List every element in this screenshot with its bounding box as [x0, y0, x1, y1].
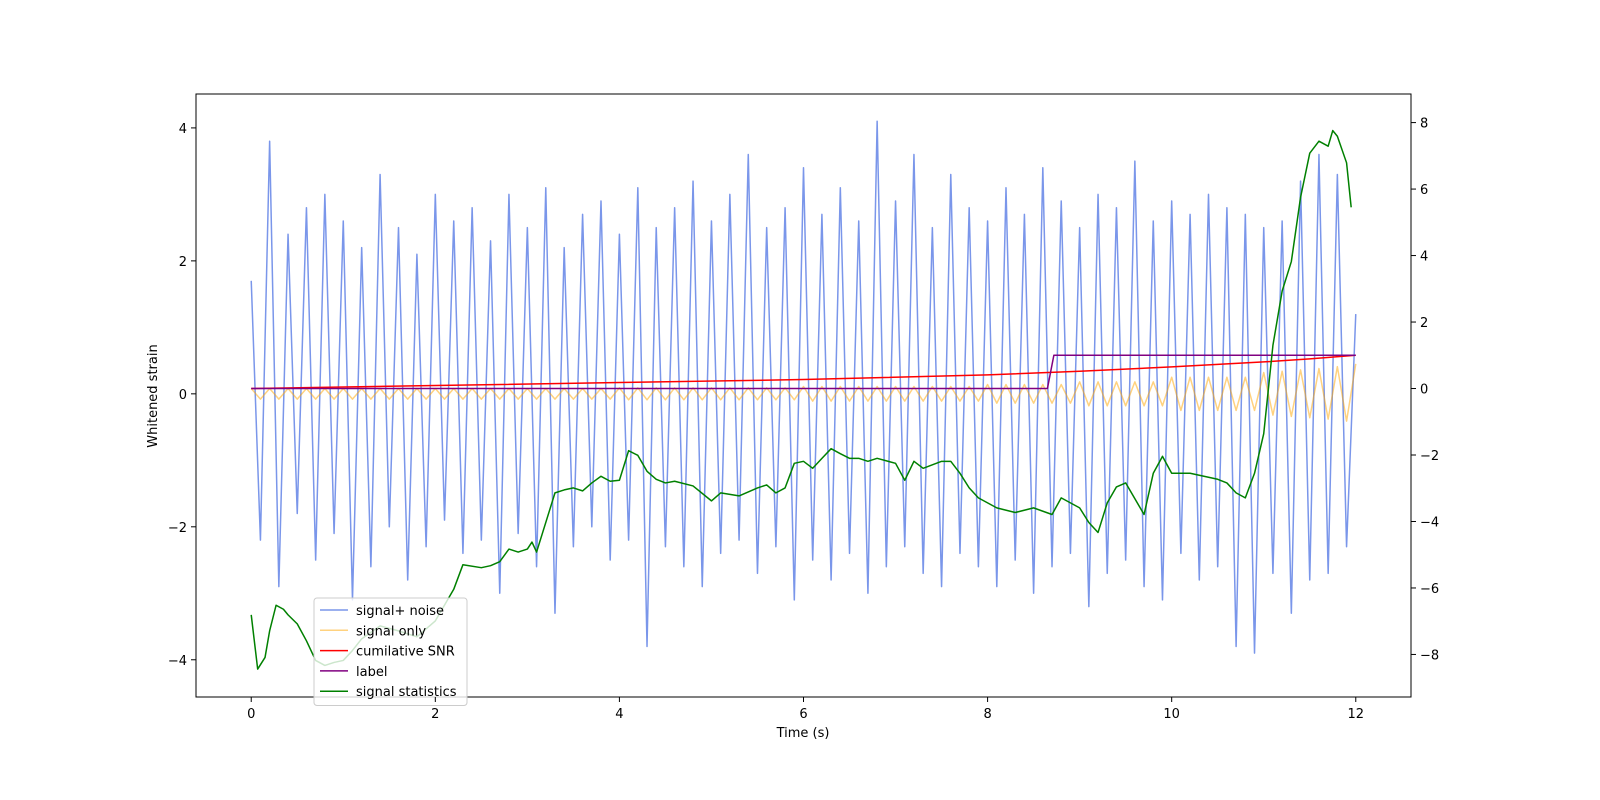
y2-tick-label: −4 — [1420, 515, 1439, 530]
series-line — [251, 354, 1356, 390]
y2-tick-label: −6 — [1420, 582, 1439, 597]
y-tick-label: 0 — [179, 388, 187, 403]
x-axis-label: Time (s) — [776, 726, 830, 741]
y2-tick-label: −2 — [1420, 449, 1439, 464]
y2-tick-label: −8 — [1420, 648, 1439, 663]
legend-box — [313, 597, 468, 706]
y2-tick-label: 2 — [1420, 316, 1428, 331]
legend-label: signal+ noise — [356, 604, 444, 619]
y-tick-label: 2 — [179, 255, 187, 270]
series-line — [251, 354, 1356, 390]
x-tick-label: 2 — [431, 707, 439, 722]
legend-label: signal statistics — [356, 685, 457, 700]
x-tick-label: 10 — [1163, 707, 1180, 722]
legend-label: cumilative SNR — [356, 645, 455, 660]
x-tick-label: 12 — [1347, 707, 1364, 722]
y-axis-label: Whitened strain — [146, 344, 161, 447]
legend-label: label — [356, 665, 387, 680]
x-tick-label: 4 — [615, 707, 623, 722]
y-tick-label: −4 — [168, 654, 187, 669]
legend: signal+ noise signal only cumilative SNR la… — [313, 597, 468, 706]
y2-tick-label: 4 — [1420, 250, 1428, 265]
y2-tick-label: 6 — [1420, 183, 1428, 198]
y2-tick-label: 8 — [1420, 117, 1428, 132]
series-line — [250, 120, 1357, 654]
x-tick-label: 6 — [799, 707, 807, 722]
series-line — [250, 363, 1357, 422]
x-tick-label: 0 — [247, 707, 255, 722]
y-tick-label: −2 — [168, 521, 187, 536]
legend-label: signal only — [356, 624, 426, 639]
plot-area — [250, 120, 1357, 670]
y2-tick-label: 0 — [1420, 383, 1428, 398]
x-tick-label: 8 — [983, 707, 991, 722]
y-tick-label: 4 — [179, 122, 187, 137]
series-line — [250, 129, 1352, 670]
